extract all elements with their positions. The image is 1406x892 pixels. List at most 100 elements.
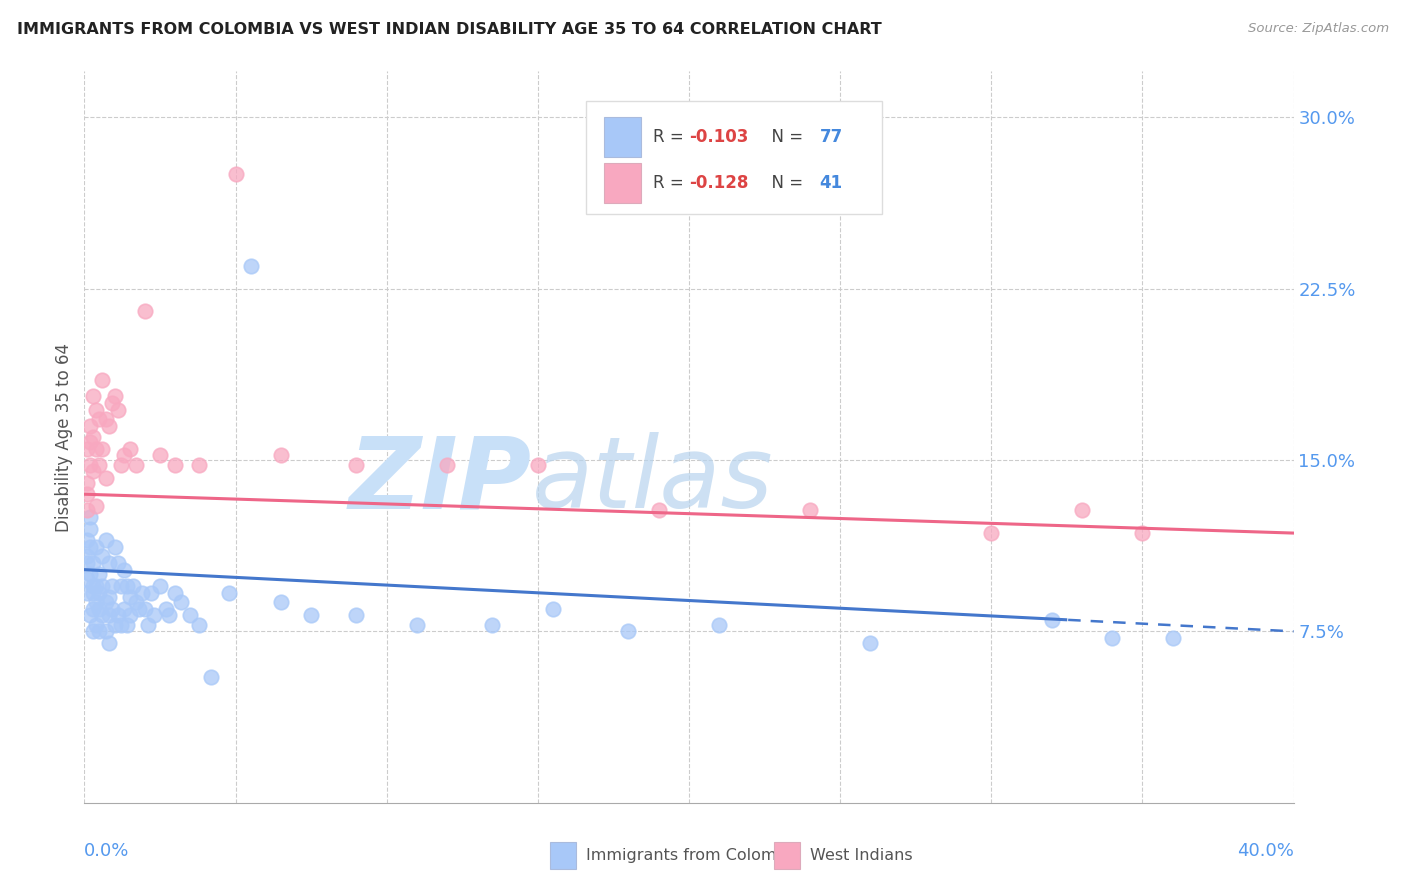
Point bbox=[527, 458, 550, 472]
Point bbox=[94, 595, 117, 609]
Point bbox=[541, 601, 564, 615]
Point bbox=[709, 617, 731, 632]
Point bbox=[118, 590, 141, 604]
Point bbox=[86, 442, 108, 456]
Point bbox=[76, 487, 98, 501]
Text: ZIP: ZIP bbox=[349, 433, 531, 530]
Point bbox=[270, 449, 292, 463]
Text: -0.128: -0.128 bbox=[689, 174, 748, 193]
Point bbox=[79, 540, 101, 554]
Point bbox=[125, 458, 148, 472]
Point bbox=[91, 373, 114, 387]
Point bbox=[97, 636, 120, 650]
Point bbox=[104, 617, 127, 632]
Point bbox=[115, 617, 138, 632]
Point bbox=[139, 585, 162, 599]
Point bbox=[76, 442, 98, 456]
Point bbox=[112, 601, 135, 615]
Text: 40.0%: 40.0% bbox=[1237, 842, 1294, 860]
Point bbox=[1040, 613, 1063, 627]
Point bbox=[121, 579, 143, 593]
Point bbox=[134, 304, 156, 318]
Point bbox=[617, 624, 640, 639]
Point bbox=[86, 579, 108, 593]
Text: West Indians: West Indians bbox=[810, 848, 912, 863]
Point bbox=[110, 458, 132, 472]
Point bbox=[82, 585, 104, 599]
Text: 41: 41 bbox=[820, 174, 842, 193]
Point bbox=[91, 442, 114, 456]
Bar bbox=[605, 163, 641, 203]
Point bbox=[79, 510, 101, 524]
Point bbox=[115, 579, 138, 593]
Point bbox=[76, 556, 98, 570]
Bar bbox=[605, 117, 641, 157]
Point bbox=[149, 449, 172, 463]
Point bbox=[89, 458, 111, 472]
Point bbox=[79, 608, 101, 623]
Point bbox=[110, 617, 132, 632]
Point bbox=[346, 458, 368, 472]
Bar bbox=[773, 841, 800, 870]
Point bbox=[79, 418, 101, 433]
Point bbox=[82, 556, 104, 570]
Point bbox=[97, 418, 120, 433]
Point bbox=[97, 590, 120, 604]
Point bbox=[299, 608, 322, 623]
Point bbox=[131, 585, 153, 599]
Point bbox=[179, 608, 201, 623]
Point bbox=[406, 617, 429, 632]
Point bbox=[128, 601, 150, 615]
Point bbox=[94, 533, 117, 547]
Point bbox=[112, 563, 135, 577]
Point bbox=[118, 608, 141, 623]
Text: Source: ZipAtlas.com: Source: ZipAtlas.com bbox=[1249, 22, 1389, 36]
Point bbox=[86, 540, 108, 554]
Point bbox=[170, 595, 193, 609]
Point bbox=[76, 572, 98, 586]
Point bbox=[218, 585, 240, 599]
Point bbox=[86, 499, 108, 513]
Point bbox=[859, 636, 882, 650]
Text: Immigrants from Colombia: Immigrants from Colombia bbox=[586, 848, 801, 863]
Point bbox=[100, 601, 122, 615]
Text: 0.0%: 0.0% bbox=[84, 842, 129, 860]
Point bbox=[1130, 526, 1153, 541]
Point bbox=[76, 585, 98, 599]
Point bbox=[107, 608, 129, 623]
Point bbox=[1161, 632, 1184, 646]
Point bbox=[134, 601, 156, 615]
Text: -0.103: -0.103 bbox=[689, 128, 748, 146]
Point bbox=[165, 585, 187, 599]
Y-axis label: Disability Age 35 to 64: Disability Age 35 to 64 bbox=[55, 343, 73, 532]
Point bbox=[142, 608, 165, 623]
Point bbox=[91, 549, 114, 563]
Point bbox=[97, 556, 120, 570]
Point bbox=[200, 670, 222, 684]
Point bbox=[239, 259, 262, 273]
Point bbox=[94, 412, 117, 426]
FancyBboxPatch shape bbox=[586, 101, 883, 214]
Point bbox=[82, 601, 104, 615]
Point bbox=[86, 617, 108, 632]
Point bbox=[225, 167, 247, 181]
Point bbox=[648, 503, 671, 517]
Point bbox=[136, 617, 159, 632]
Point bbox=[79, 567, 101, 582]
Point bbox=[76, 533, 98, 547]
Point bbox=[188, 617, 211, 632]
Point bbox=[91, 608, 114, 623]
Point bbox=[79, 521, 101, 535]
Text: IMMIGRANTS FROM COLOMBIA VS WEST INDIAN DISABILITY AGE 35 TO 64 CORRELATION CHAR: IMMIGRANTS FROM COLOMBIA VS WEST INDIAN … bbox=[17, 22, 882, 37]
Point bbox=[89, 412, 111, 426]
Point bbox=[94, 471, 117, 485]
Point bbox=[188, 458, 211, 472]
Point bbox=[112, 449, 135, 463]
Point bbox=[76, 549, 98, 563]
Text: atlas: atlas bbox=[531, 433, 773, 530]
Point bbox=[89, 585, 111, 599]
Point bbox=[799, 503, 821, 517]
Point bbox=[89, 624, 111, 639]
Point bbox=[155, 601, 177, 615]
Point bbox=[86, 402, 108, 417]
